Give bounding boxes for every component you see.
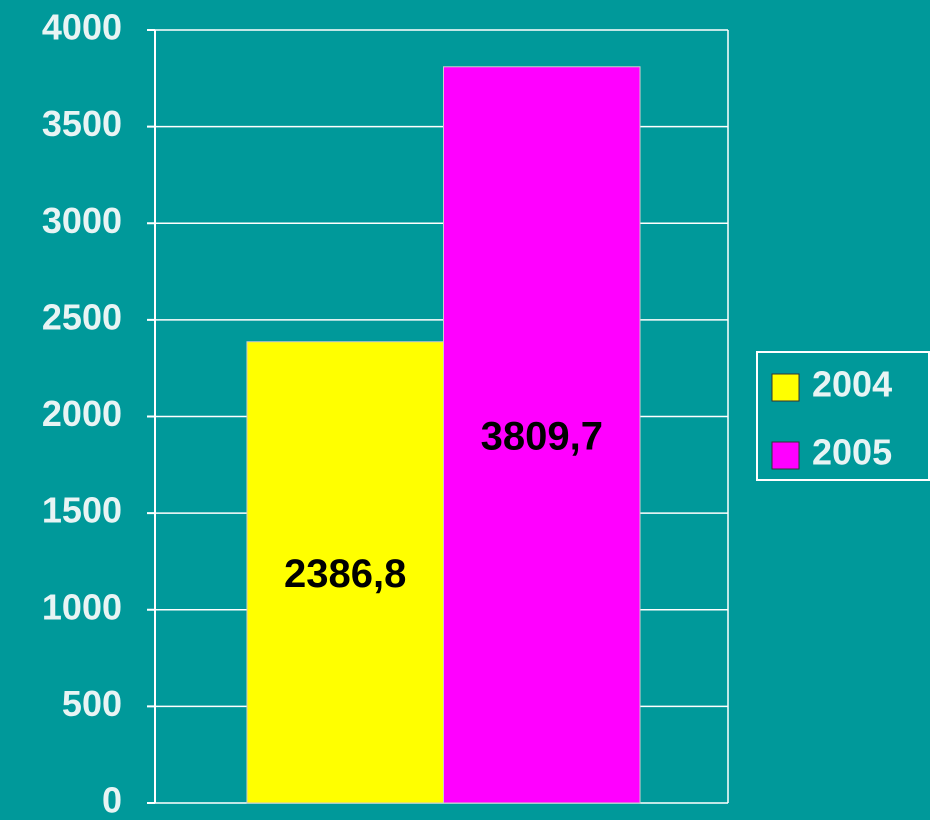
y-tick-label: 2500 xyxy=(42,296,122,337)
y-tick-label: 2000 xyxy=(42,393,122,434)
bar xyxy=(246,341,444,804)
data-label: 2386,8 xyxy=(284,552,406,596)
legend-swatch xyxy=(771,373,800,402)
bar xyxy=(443,66,641,804)
y-tick-label: 0 xyxy=(102,780,122,820)
y-tick-label: 4000 xyxy=(42,7,122,48)
legend-swatch xyxy=(771,441,800,470)
y-tick-label: 1000 xyxy=(42,586,122,627)
y-tick-label: 1500 xyxy=(42,490,122,531)
y-tick-label: 3000 xyxy=(42,200,122,241)
y-tick-label: 3500 xyxy=(42,103,122,144)
legend-label: 2004 xyxy=(812,364,892,405)
data-label: 3809,7 xyxy=(481,414,603,458)
y-tick-label: 500 xyxy=(62,683,122,724)
legend-box xyxy=(756,351,930,481)
legend-label: 2005 xyxy=(812,432,892,473)
